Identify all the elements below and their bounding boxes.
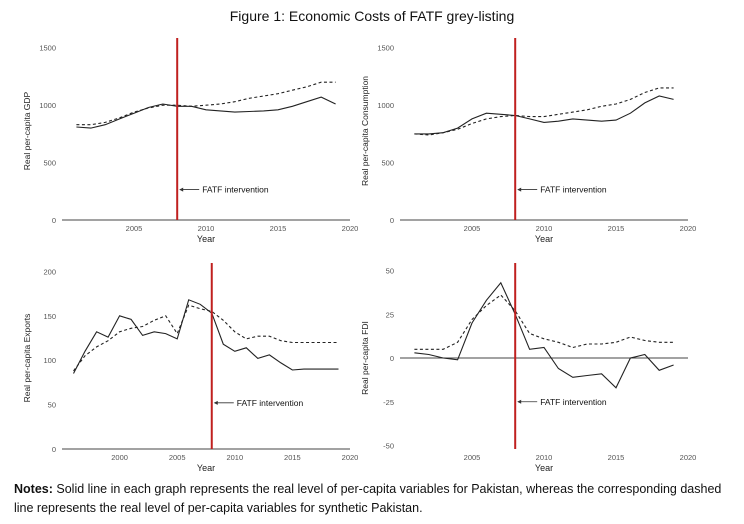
x-axis-label: Year: [197, 463, 215, 473]
y-tick-label: 0: [390, 216, 394, 225]
y-axis-label: Real per-capita FDI: [360, 321, 370, 395]
annotation-label: FATF intervention: [540, 185, 607, 195]
pakistan-line: [76, 96, 336, 129]
pakistan-line: [414, 281, 674, 389]
x-tick-label: 2020: [680, 453, 697, 462]
x-tick-label: 2020: [680, 224, 697, 233]
synthetic-pakistan-line: [76, 81, 336, 126]
y-tick-label: 1000: [377, 101, 394, 110]
annotation-label: FATF intervention: [237, 398, 304, 408]
y-tick-label: -50: [383, 442, 394, 451]
chart-panel-2: 0 500 1000 1500 2005 2010 2015 2020 Year Real per…: [360, 38, 696, 244]
x-tick-label: 2005: [464, 453, 481, 462]
pakistan-line: [414, 95, 674, 135]
annotation-label: FATF intervention: [540, 397, 607, 407]
x-tick-label: 2005: [126, 224, 143, 233]
x-axis-label: Year: [535, 463, 553, 473]
y-tick-label: 25: [386, 310, 394, 319]
y-tick-label: 150: [43, 312, 56, 321]
x-tick-label: 2000: [111, 453, 128, 462]
figure-title: Figure 1: Economic Costs of FATF grey-li…: [229, 8, 515, 24]
y-tick-label: 200: [43, 267, 56, 276]
chart-panel-1: 0 500 1000 1500 2005 2010 2015 2020 Year Real per…: [22, 38, 358, 244]
y-axis-label: Real per-capita GDP: [22, 91, 32, 170]
annotation-arrowhead: [517, 399, 522, 404]
y-tick-label: 0: [52, 445, 56, 454]
y-tick-label: 1500: [39, 44, 56, 53]
y-tick-label: 50: [48, 401, 56, 410]
y-tick-label: 0: [52, 216, 56, 225]
x-tick-label: 2005: [169, 453, 186, 462]
x-tick-label: 2015: [284, 453, 301, 462]
x-tick-label: 2010: [198, 224, 215, 233]
x-tick-label: 2005: [464, 224, 481, 233]
x-tick-label: 2020: [342, 453, 359, 462]
x-tick-label: 2015: [270, 224, 287, 233]
x-tick-label: 2010: [226, 453, 243, 462]
y-axis-label: Real per-capita Exports: [22, 314, 32, 403]
x-tick-label: 2015: [608, 224, 625, 233]
annotation-arrowhead: [213, 400, 218, 405]
synthetic-pakistan-line: [414, 87, 674, 136]
y-tick-label: 100: [43, 356, 56, 365]
synthetic-pakistan-line: [73, 304, 339, 372]
synthetic-pakistan-line: [414, 294, 674, 350]
y-tick-label: 500: [381, 159, 394, 168]
x-axis-label: Year: [197, 234, 215, 244]
pakistan-line: [73, 299, 339, 374]
x-tick-label: 2010: [536, 224, 553, 233]
y-tick-label: 0: [390, 354, 394, 363]
y-tick-label: 1000: [39, 101, 56, 110]
y-tick-label: 50: [386, 267, 394, 276]
x-axis-label: Year: [535, 234, 553, 244]
chart-panel-3: 0 50 100 150 200 2000 2005 2010 2015 2020 Year Real…: [22, 263, 358, 473]
notes-label: Notes:: [14, 482, 53, 496]
y-axis-label: Real per-capita Consumption: [360, 76, 370, 186]
y-tick-label: 1500: [377, 44, 394, 53]
annotation-arrowhead: [517, 187, 522, 192]
y-tick-label: 500: [43, 159, 56, 168]
y-tick-label: -25: [383, 398, 394, 407]
annotation-arrowhead: [179, 187, 184, 192]
x-tick-label: 2015: [608, 453, 625, 462]
annotation-label: FATF intervention: [202, 185, 269, 195]
x-tick-label: 2020: [342, 224, 359, 233]
x-tick-label: 2010: [536, 453, 553, 462]
chart-panel-4: -50 -25 0 25 50 2005 2010 2015 2020 Year Real per-…: [360, 263, 696, 473]
notes-text: Solid line in each graph represents the …: [14, 482, 722, 515]
figure-notes: Notes: Solid line in each graph represen…: [14, 480, 734, 518]
